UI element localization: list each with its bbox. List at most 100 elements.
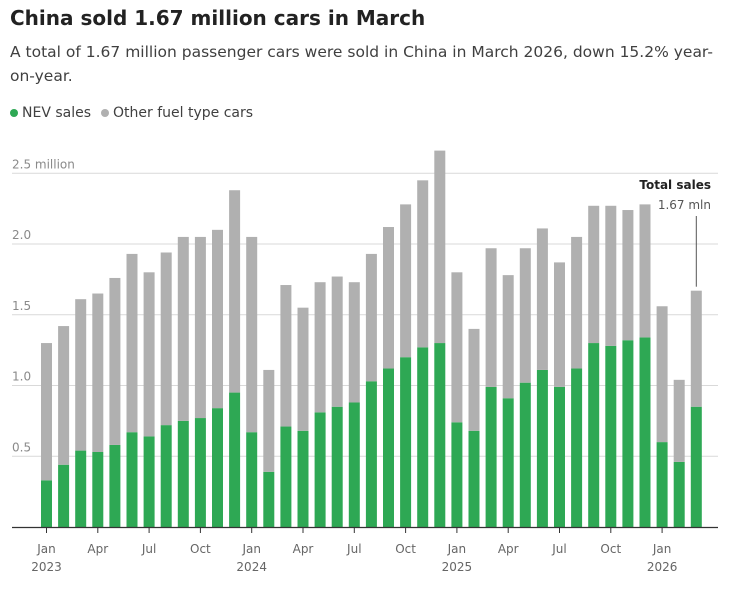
bar-stack (622, 210, 634, 527)
x-tick-year-label: 2023 (31, 560, 62, 574)
bar-nev (400, 357, 412, 527)
bar-stack (75, 299, 87, 527)
x-tick-month-label: Oct (600, 542, 621, 556)
bar-other (400, 204, 412, 358)
bar-stack (417, 180, 429, 527)
bar-stack (58, 326, 70, 527)
chart-subtitle: A total of 1.67 million passenger cars w… (10, 43, 713, 85)
bar-other (143, 272, 155, 437)
bar-stack (365, 253, 377, 527)
x-tick-month-label: Jan (241, 542, 261, 556)
bar-other (605, 205, 617, 346)
bar-stack (485, 248, 497, 527)
bar-other (502, 275, 514, 399)
legend-swatch-nev (10, 109, 18, 117)
bar-stack (331, 276, 343, 527)
y-tick-label: 2.0 (12, 228, 31, 242)
bar-other (383, 227, 394, 369)
bar-nev (588, 343, 600, 527)
x-tick-month-label: Apr (87, 542, 108, 556)
bar-stack (126, 253, 138, 527)
annotation-value: 1.67 mln (658, 198, 711, 212)
gridlines: 0.5 1.0 1.5 2.0 2.5 million (12, 157, 718, 457)
x-tick-month-label: Apr (498, 542, 519, 556)
bar-other (673, 379, 685, 462)
legend-label-nev: NEV sales (22, 105, 92, 121)
bar-stack (656, 306, 668, 527)
bar-nev (280, 426, 292, 527)
x-tick-year-label: 2026 (647, 560, 678, 574)
legend-swatch-other (101, 109, 110, 117)
bar-other (417, 180, 429, 348)
bar-other (194, 236, 206, 419)
bar-stack (348, 282, 360, 527)
bar-nev (177, 420, 189, 527)
bar-stack (519, 248, 531, 527)
x-tick-month-label: Jan (36, 542, 56, 556)
bar-nev (109, 444, 121, 527)
bar-stack (297, 307, 309, 527)
bar-other (434, 150, 446, 344)
annotation-title: Total sales (639, 178, 711, 192)
bar-nev (143, 436, 155, 527)
x-tick-month-label: Oct (395, 542, 416, 556)
bar-other (656, 306, 668, 443)
bar-other (75, 299, 87, 451)
bar-stack (383, 227, 394, 527)
bar-nev (417, 347, 429, 527)
bar-nev (229, 392, 241, 527)
total-sales-annotation: Total sales 1.67 mln (639, 178, 711, 287)
bar-stack (314, 282, 326, 527)
bar-stack (280, 285, 292, 527)
bar-other (468, 328, 480, 431)
bar-nev (656, 442, 668, 527)
bar-stack (673, 379, 685, 527)
bar-nev (571, 368, 583, 527)
bar-other (280, 285, 292, 427)
x-tick-year-label: 2025 (442, 560, 473, 574)
bar-other (536, 228, 548, 370)
bar-stack (177, 236, 189, 527)
bar-stack (212, 229, 223, 527)
bar-nev (485, 386, 497, 527)
bar-nev (383, 368, 394, 527)
bar-nev (75, 450, 87, 527)
bar-stack (400, 204, 412, 527)
bar-stack (588, 205, 600, 527)
bar-stack (536, 228, 548, 527)
bar-other (519, 248, 531, 383)
x-tick-month-label: Jan (652, 542, 672, 556)
bar-other (109, 277, 121, 445)
bar-stack (468, 328, 480, 527)
bar-stack (605, 205, 617, 527)
bar-nev (58, 464, 70, 527)
bar-nev (160, 425, 172, 527)
legend-item-nev: NEV sales (10, 105, 91, 121)
bar-other (639, 204, 651, 338)
bar-other (126, 253, 138, 433)
bar-nev (297, 430, 309, 527)
bar-other (177, 236, 189, 421)
bar-nev (434, 343, 446, 527)
legend-item-other: Other fuel type cars (101, 105, 253, 121)
bar-stack (263, 369, 275, 527)
bar-stack (451, 272, 463, 527)
y-tick-label: 0.5 (12, 440, 31, 454)
bar-stack (109, 277, 121, 527)
bar-stack (194, 236, 206, 527)
bar-other (554, 262, 565, 387)
bar-stack (229, 190, 241, 527)
bar-other (348, 282, 360, 403)
bars (41, 150, 702, 527)
bar-stack (434, 150, 446, 527)
bar-nev (92, 452, 104, 527)
x-axis: Jan 2023 Apr Jul Oct Jan 2024 Apr Jul Oct Jan 2025 A… (12, 526, 718, 574)
bar-other (365, 253, 377, 382)
x-tick-month-label: Jan (447, 542, 467, 556)
legend-label-other: Other fuel type cars (113, 105, 254, 121)
bar-stack (690, 290, 702, 527)
bar-stack (92, 293, 104, 527)
bar-nev (194, 418, 206, 527)
bar-other (571, 236, 583, 369)
